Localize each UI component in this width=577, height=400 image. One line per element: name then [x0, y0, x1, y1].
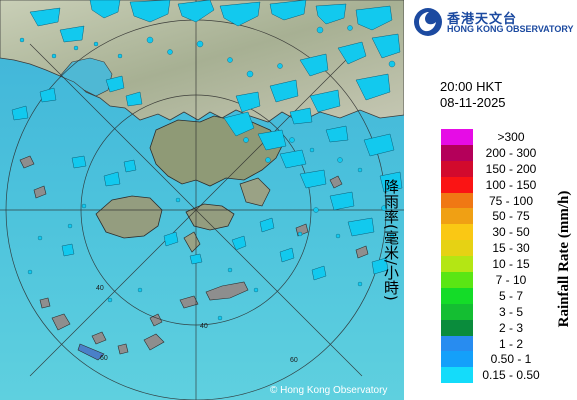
sai-kung-peninsula	[239, 177, 271, 207]
copyright-notice: © Hong Kong Observatory	[270, 385, 388, 396]
legend-row: 0.50 - 1	[441, 351, 577, 368]
legend-swatch	[441, 176, 473, 193]
legend-swatch	[441, 272, 473, 288]
svg-text:Rainfall Rate (mm/h): Rainfall Rate (mm/h)	[556, 191, 572, 328]
legend-swatch	[441, 319, 473, 336]
legend-swatch	[441, 287, 473, 304]
rain-echo-dots	[19, 25, 396, 321]
ring-label-outer-west: 60	[100, 355, 108, 362]
legend-row: 15 - 30	[441, 240, 577, 257]
legend-swatch	[441, 160, 473, 177]
range-rings	[0, 0, 404, 400]
ring-label-outer-south: 60	[290, 357, 298, 364]
legend-label: 1 - 2	[498, 336, 523, 351]
observation-time: 20:00 HKT	[440, 79, 503, 94]
legend-swatch	[441, 144, 473, 161]
ring-label-inner-south: 40	[200, 323, 208, 330]
radar-map: 40 40 60 60	[0, 0, 404, 400]
lantau-island	[95, 195, 163, 239]
legend-row: 10 - 15	[441, 256, 577, 273]
legend-title-english: Rainfall Rate (mm/h)	[556, 191, 572, 328]
org-name-chinese: 香港天文台	[447, 11, 518, 26]
legend-row: 7 - 10	[441, 272, 577, 288]
legend-row: 100 - 150	[441, 176, 577, 193]
hko-logo-icon	[414, 8, 442, 36]
legend-label: 15 - 30	[492, 241, 530, 256]
legend-label: 75 - 100	[488, 193, 534, 208]
hong-kong-island	[185, 203, 235, 231]
new-territories	[149, 115, 283, 187]
org-name-english: HONG KONG OBSERVATORY	[447, 24, 574, 34]
legend-title-chinese: 降雨率(毫米/小時)	[382, 179, 400, 301]
legend-swatch	[441, 303, 473, 320]
legend-label: 200 - 300	[485, 145, 537, 160]
legend-swatch	[441, 129, 473, 145]
legend-swatch	[441, 192, 473, 209]
info-panel: 香港天文台 HONG KONG OBSERVATORY 20:00 HKT 08…	[382, 0, 577, 400]
hko-logo: 香港天文台 HONG KONG OBSERVATORY	[413, 7, 575, 37]
legend-label: 7 - 10	[495, 273, 527, 288]
rainfall-legend: >300 200 - 300 150 - 200 100 - 150 75 - 100 5…	[441, 129, 577, 384]
legend-label: 2 - 3	[498, 320, 523, 335]
observation-date: 08-11-2025	[440, 95, 506, 110]
legend-row: 30 - 50	[441, 224, 577, 241]
legend-label: 0.50 - 1	[490, 352, 532, 367]
legend-row: 5 - 7	[441, 287, 577, 304]
legend-label: 5 - 7	[498, 288, 523, 303]
legend-swatch	[441, 208, 473, 225]
legend-label: 50 - 75	[492, 209, 530, 224]
svg-text:降雨率(毫米/小時): 降雨率(毫米/小時)	[382, 179, 400, 301]
legend-label: 30 - 50	[492, 225, 530, 240]
legend-row: 0.15 - 0.50	[441, 367, 577, 384]
legend-swatch	[441, 351, 473, 368]
legend-label: >300	[497, 130, 525, 144]
legend-row: 2 - 3	[441, 319, 577, 336]
legend-swatch	[441, 256, 473, 273]
legend-label: 0.15 - 0.50	[482, 368, 540, 383]
outlying-islands	[19, 155, 369, 361]
legend-label: 3 - 5	[498, 304, 523, 319]
legend-row: 150 - 200	[441, 160, 577, 177]
legend-label: 100 - 150	[485, 177, 537, 192]
legend-row: >300	[441, 129, 577, 145]
legend-swatch	[441, 240, 473, 257]
legend-row: 1 - 2	[441, 335, 577, 352]
legend-label: 10 - 15	[492, 257, 530, 272]
legend-swatch	[441, 335, 473, 352]
legend-swatch	[441, 367, 473, 384]
legend-row: 50 - 75	[441, 208, 577, 225]
legend-swatch	[441, 224, 473, 241]
legend-label: 150 - 200	[485, 161, 537, 176]
rain-echoes	[11, 0, 403, 281]
legend-row: 75 - 100	[441, 192, 577, 209]
legend-row: 200 - 300	[441, 144, 577, 161]
legend-row: 3 - 5	[441, 303, 577, 320]
ring-label-inner-west: 40	[96, 285, 104, 292]
